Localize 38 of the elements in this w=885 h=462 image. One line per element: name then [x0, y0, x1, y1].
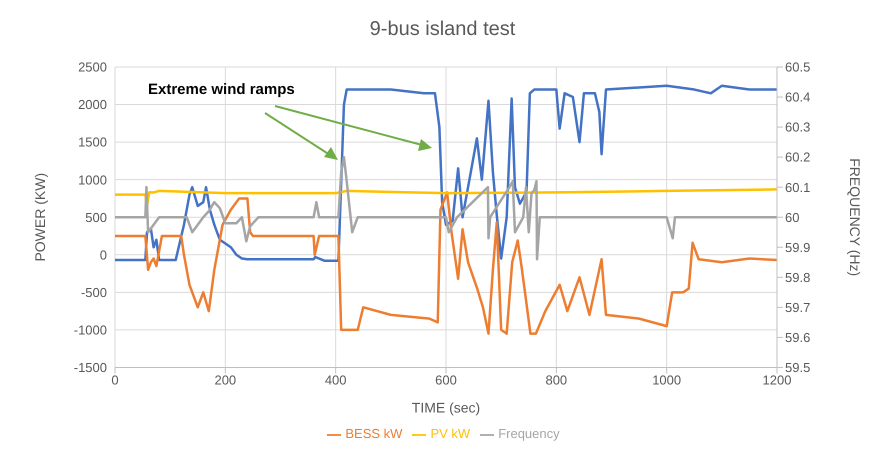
y-tick-label: 2000 — [78, 97, 107, 112]
y-tick-label: 2500 — [78, 60, 107, 75]
y-axis-title: POWER (KW) — [32, 172, 48, 262]
y2-tick-label: 60.3 — [785, 120, 810, 135]
line-series — [115, 191, 777, 335]
x-tick-label: 1200 — [762, 372, 792, 388]
chart-title: 9-bus island test — [368, 18, 516, 41]
y2-tick-label: 60 — [785, 210, 800, 225]
y-tick-label: -500 — [80, 284, 107, 300]
x-tick-label: 800 — [545, 372, 568, 388]
y2-tick-label: 59.6 — [785, 330, 810, 346]
legend-label: Frequency — [498, 426, 560, 442]
y-tick-label: -1000 — [74, 322, 107, 338]
y-tick-label: 1000 — [78, 172, 107, 188]
line-series — [115, 84, 777, 262]
y2-tick-label: 59.9 — [785, 240, 810, 255]
y-tick-label: 0 — [100, 247, 107, 262]
annotation: Extreme wind ramps — [148, 81, 295, 98]
line-series — [115, 156, 777, 261]
x-tick-label: 600 — [435, 372, 457, 388]
y2-tick-label: 60.5 — [785, 60, 810, 75]
x-tick-label: 200 — [214, 372, 236, 388]
x-tick-label: 1000 — [652, 372, 682, 388]
y2-tick-label: 60.4 — [785, 90, 810, 105]
y2-tick-label: 59.8 — [785, 270, 810, 285]
y2-tick-label: 59.7 — [785, 300, 810, 315]
y-tick-label: -1500 — [74, 360, 107, 376]
legend-label: BESS kW — [345, 426, 402, 442]
x-tick-label: 0 — [111, 372, 119, 388]
x-tick-label: 400 — [324, 372, 347, 388]
y2-tick-label: 60.1 — [785, 180, 810, 195]
y2-axis-title: FREQUENCY (Hz) — [847, 158, 864, 276]
y2-tick-label: 59.5 — [785, 360, 810, 376]
y2-tick-label: 60.2 — [785, 150, 810, 165]
x-axis-title: TIME (sec) — [412, 399, 480, 416]
y-tick-label: 500 — [85, 210, 107, 225]
legend-label: PV kW — [430, 426, 470, 442]
y-tick-label: 1500 — [78, 134, 107, 150]
